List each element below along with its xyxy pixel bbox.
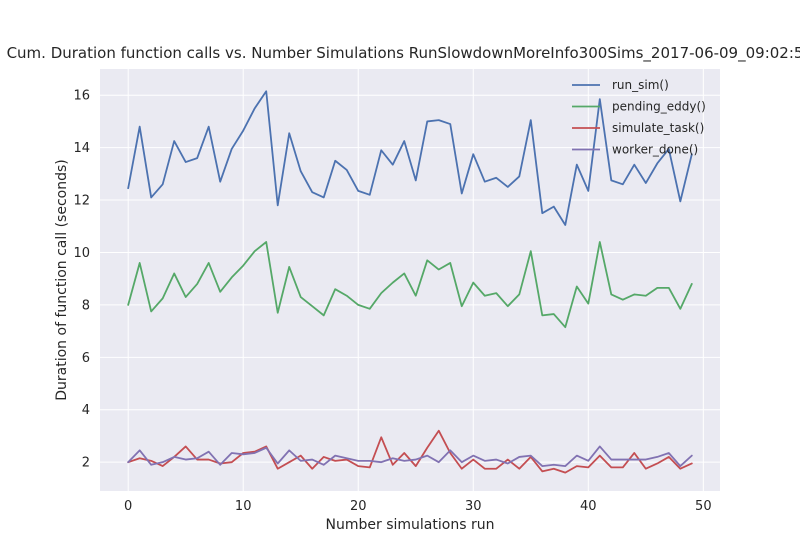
x-tick-label: 50: [695, 499, 712, 514]
y-tick-label: 12: [73, 194, 90, 209]
y-tick-label: 8: [82, 298, 90, 313]
x-axis-label: Number simulations run: [326, 517, 495, 533]
y-tick-label: 16: [73, 89, 90, 104]
legend-label: worker_done(): [612, 143, 698, 157]
y-axis-label: Duration of function call (seconds): [54, 159, 70, 401]
series-line-1: [127, 241, 693, 329]
x-tick-label: 20: [350, 499, 367, 514]
x-tick-label: 10: [235, 499, 252, 514]
y-tick-label: 6: [82, 351, 90, 366]
x-tick-label: 0: [124, 499, 132, 514]
y-tick-label: 4: [82, 403, 90, 418]
legend-label: run_sim(): [612, 78, 669, 92]
y-tick-label: 10: [73, 246, 90, 261]
x-tick-label: 30: [465, 499, 482, 514]
series-line-0: [127, 90, 693, 226]
x-tick-label: 40: [580, 499, 597, 514]
legend-label: simulate_task(): [612, 121, 704, 135]
series-line-3: [127, 445, 693, 468]
legend: run_sim() pending_eddy() simulate_task()wo…: [572, 78, 706, 157]
chart-title: Cum. Duration function calls vs. Number …: [7, 44, 800, 63]
y-tick-label: 14: [73, 141, 90, 156]
tick-labels: 2 4 6 8 10 12 14 16 0 10 20 30 40 50: [73, 89, 711, 514]
y-tick-label: 2: [82, 456, 90, 471]
series: [127, 90, 693, 474]
grid: [100, 69, 720, 491]
legend-label: pending_eddy(): [612, 100, 706, 114]
